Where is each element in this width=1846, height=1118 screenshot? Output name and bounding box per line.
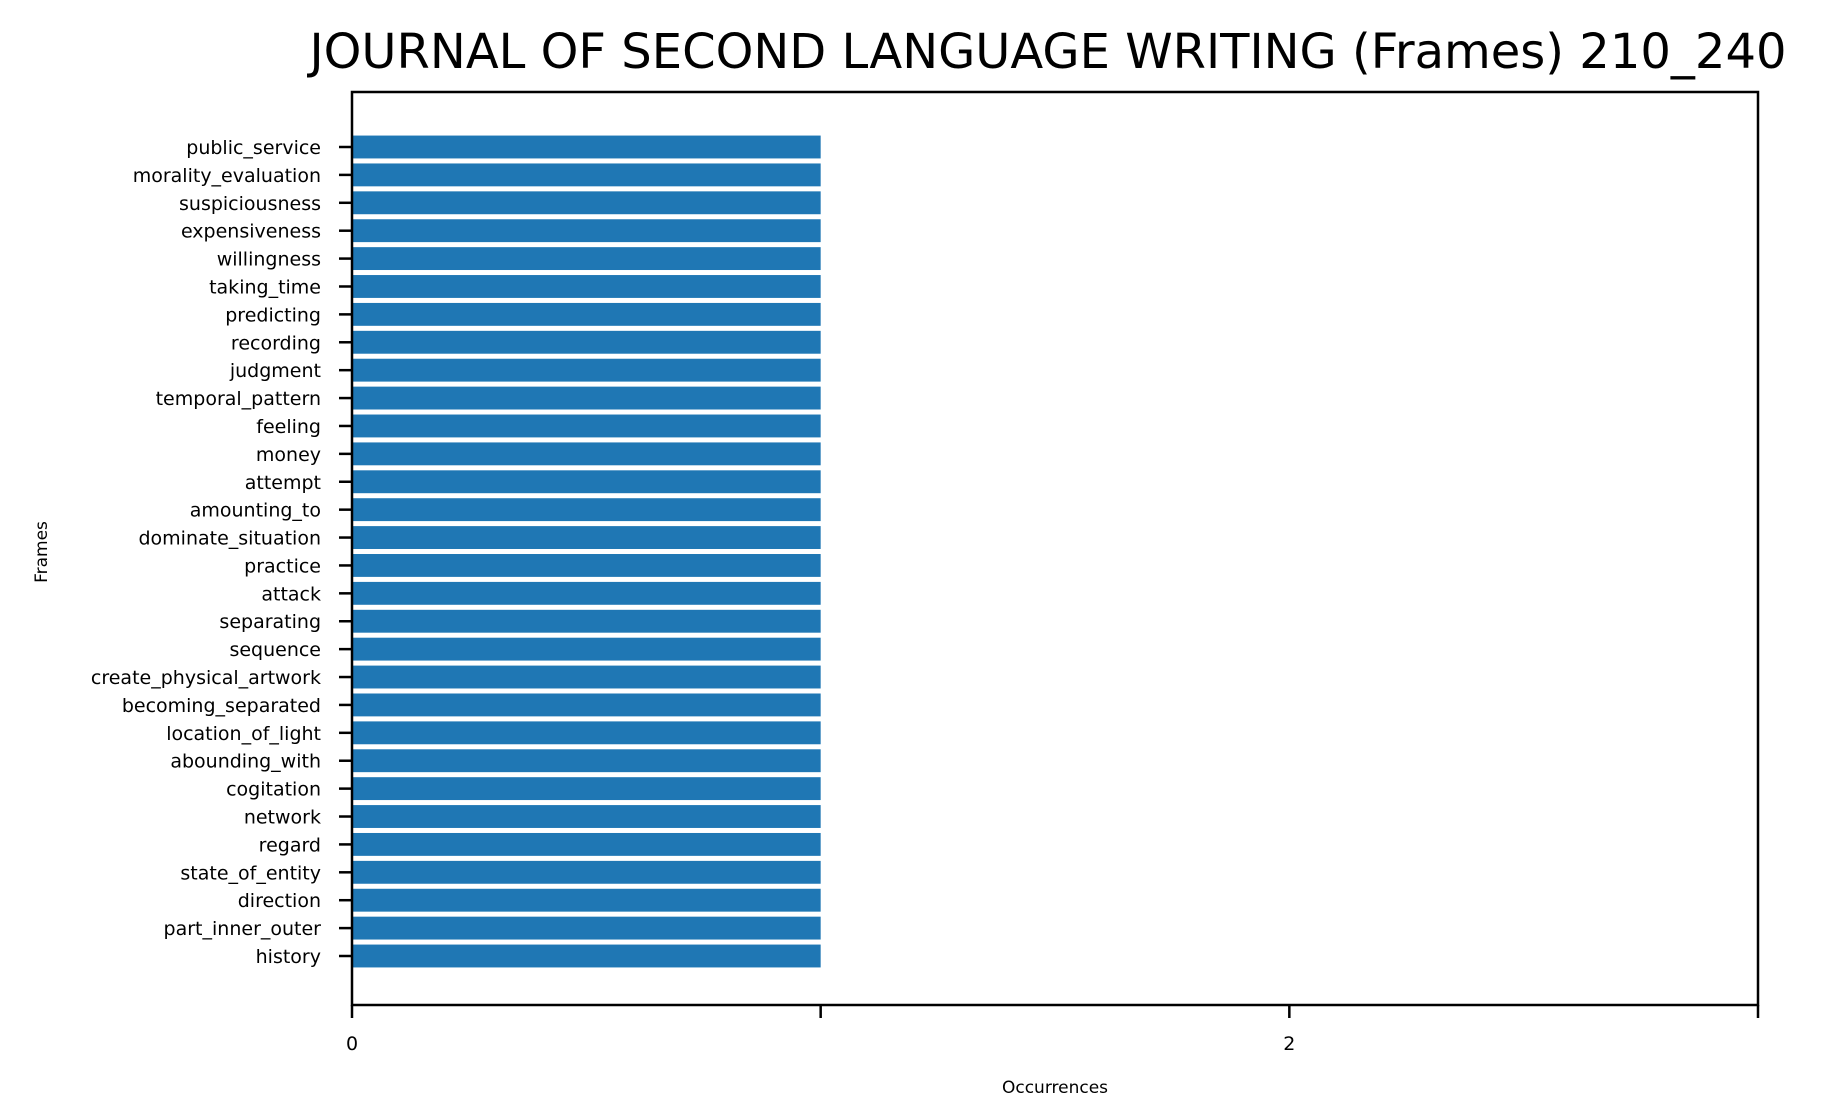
y-tick-label: network [244,807,321,829]
bar-expensiveness [352,219,821,243]
bar-dominate_situation [352,526,821,549]
y-tick-label: expensiveness [181,221,321,243]
bar-state_of_entity [352,860,821,884]
plot-frame [350,90,1760,1007]
bar-predicting [352,302,821,326]
bar-public_service [352,135,821,159]
chart-title: JOURNAL OF SECOND LANGUAGE WRITING (Fram… [306,24,1786,80]
y-tick-label: becoming_separated [122,695,321,717]
bar-separating [352,609,821,633]
bar-history [352,944,821,968]
bar-network [352,805,821,828]
y-tick-label: taking_time [209,276,321,298]
y-tick-label: sequence [229,639,321,661]
bar-temporal_pattern [352,386,821,410]
bar-attack [352,581,821,605]
bar-willingness [352,247,821,271]
x-tick-label: 0 [346,1033,358,1055]
bar-judgment [352,358,821,382]
y-tick-label: part_inner_outer [164,918,322,940]
y-tick-label: attack [261,583,321,605]
y-tick-label: temporal_pattern [156,388,321,410]
bar-location_of_light [352,721,821,745]
bar-feeling [352,414,821,438]
bar-recording [352,330,821,354]
bar-cogitation [352,777,821,801]
bar-part_inner_outer [352,916,821,940]
x-axis-label: Occurrences [1002,1078,1108,1098]
bars-layer [352,135,821,968]
y-tick-label: judgment [229,360,321,382]
y-tick-label: morality_evaluation [133,165,321,187]
bar-morality_evaluation [352,163,821,187]
x-tick-label: 2 [1283,1033,1295,1055]
y-axis: public_service morality_evaluationsuspici… [91,137,352,968]
y-tick-label: amounting_to [190,500,321,522]
y-tick-label: separating [219,611,321,633]
y-tick-label: create_physical_artwork [91,667,321,689]
bar-amounting_to [352,498,821,522]
y-axis-label: Frames [32,521,52,583]
y-tick-label: practice [244,555,321,577]
bar-create_physical_artwork [352,665,821,689]
bar-money [352,442,821,466]
bar-suspiciousness [352,191,821,215]
bar-taking_time [352,275,821,298]
y-tick-label: attempt [245,472,321,494]
y-tick-label: cogitation [226,779,321,801]
y-tick-label: suspiciousness [179,193,321,215]
y-tick-label: money [256,444,321,466]
bar-becoming_separated [352,693,821,717]
y-tick-label: willingness [217,249,321,271]
y-tick-label: public_service [186,137,321,159]
bar-sequence [352,637,821,661]
y-tick-label: location_of_light [166,723,321,745]
y-tick-label: regard [259,834,321,856]
bar-abounding_with [352,749,821,773]
bar-regard [352,832,821,856]
y-tick-label: recording [231,332,321,354]
y-tick-label: direction [238,890,321,912]
y-tick-label: state_of_entity [180,862,321,884]
bar-attempt [352,470,821,494]
y-tick-label: predicting [225,304,321,326]
y-tick-label: history [256,946,321,968]
bar-practice [352,554,821,577]
y-tick-label: feeling [256,416,321,438]
bar-direction [352,888,821,912]
y-tick-label: dominate_situation [138,528,321,550]
y-tick-label: abounding_with [170,751,321,773]
